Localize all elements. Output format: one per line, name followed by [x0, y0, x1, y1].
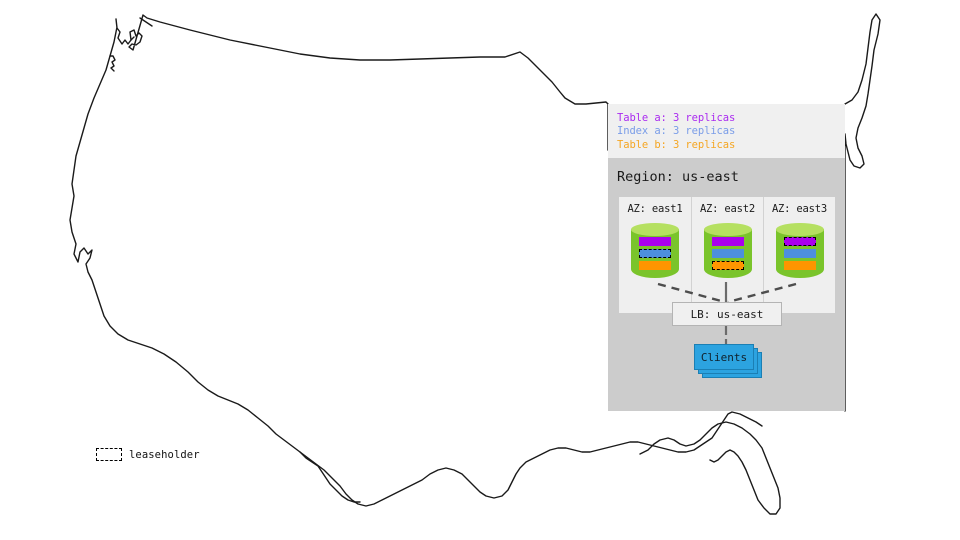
az-cell-east2[interactable]: AZ: east2	[691, 197, 763, 313]
az-label-east3: AZ: east3	[771, 203, 828, 215]
clients-card-front[interactable]: Clients	[694, 344, 754, 370]
az-label-east2: AZ: east2	[699, 203, 756, 215]
range-index-a	[639, 249, 671, 258]
replica-summary-line-index-a: Index a: 3 replicas	[617, 125, 736, 138]
cylinder-top-icon	[775, 223, 824, 236]
az-container: AZ: east1 AZ: east2	[619, 197, 835, 313]
az-label-east1: AZ: east1	[627, 203, 683, 215]
replica-summary-panel: Table a: 3 replicas Index a: 3 replicas …	[608, 104, 845, 158]
db-node-east2[interactable]	[703, 223, 752, 280]
cylinder-top-icon	[631, 223, 679, 236]
leaseholder-legend-label: leaseholder	[129, 448, 200, 461]
region-label: Region: us-east	[617, 169, 739, 185]
leaseholder-swatch-icon	[96, 448, 122, 461]
cylinder-top-icon	[703, 223, 752, 236]
az-cell-east1[interactable]: AZ: east1	[619, 197, 691, 313]
clients-stack[interactable]: Clients	[694, 344, 764, 380]
range-list-east1	[631, 237, 679, 270]
range-table-a	[711, 237, 744, 246]
range-index-a	[711, 249, 744, 258]
load-balancer-box[interactable]: LB: us-east	[672, 302, 782, 326]
range-table-b	[639, 261, 671, 270]
range-table-b	[783, 261, 816, 270]
az-cell-east3[interactable]: AZ: east3	[763, 197, 835, 313]
us-texas-detail-path	[299, 451, 361, 503]
range-table-a	[783, 237, 816, 246]
range-table-a	[639, 237, 671, 246]
region-diagram: Table a: 3 replicas Index a: 3 replicas …	[608, 104, 845, 411]
range-index-a	[783, 249, 816, 258]
db-node-east1[interactable]	[631, 223, 679, 280]
replica-summary-line-table-b: Table b: 3 replicas	[617, 138, 736, 151]
db-node-east3[interactable]	[775, 223, 824, 280]
replica-summary-line-table-a: Table a: 3 replicas	[617, 112, 736, 124]
range-list-east3	[776, 237, 824, 270]
range-table-b	[711, 261, 744, 270]
us-gulf-florida-path	[639, 421, 781, 515]
range-list-east2	[704, 237, 752, 270]
us-northwest-detail-path	[109, 17, 153, 72]
leaseholder-legend: leaseholder	[96, 448, 200, 461]
